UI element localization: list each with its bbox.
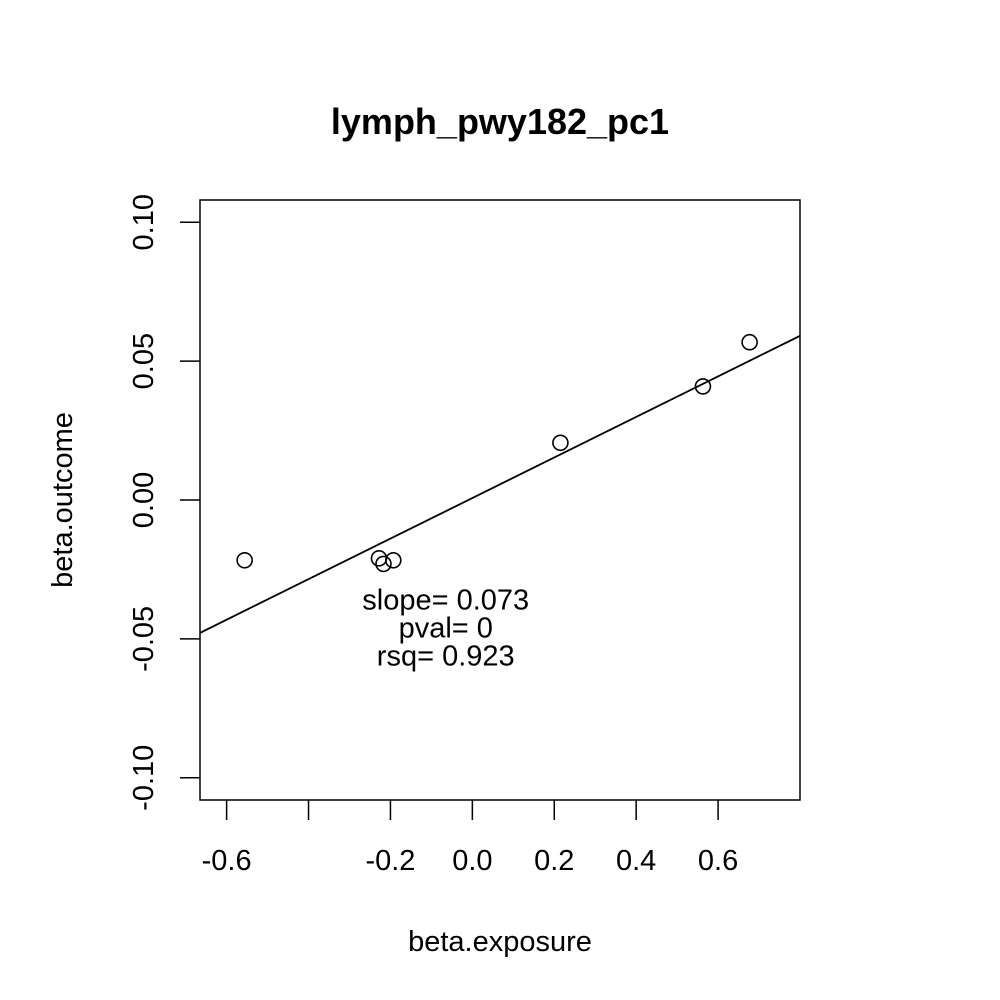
x-axis: -0.6 -0.2 0.0 0.2 0.4 0.6 bbox=[202, 800, 738, 877]
y-tick-label: -0.05 bbox=[128, 606, 160, 672]
chart-title: lymph_pwy182_pc1 bbox=[331, 101, 669, 142]
x-tick-label: 0.4 bbox=[616, 845, 656, 877]
data-point bbox=[236, 551, 253, 569]
x-tick-label: -0.6 bbox=[202, 845, 252, 877]
data-points bbox=[236, 333, 758, 573]
data-point bbox=[741, 333, 758, 351]
data-point bbox=[385, 551, 402, 569]
y-tick-label: 0.10 bbox=[128, 194, 160, 250]
y-tick-label: 0.00 bbox=[128, 472, 160, 528]
y-axis-label: beta.outcome bbox=[47, 412, 79, 588]
data-point bbox=[552, 434, 569, 452]
stat-annotation: pval= 0 bbox=[399, 613, 493, 645]
data-point bbox=[375, 555, 392, 573]
y-tick-label: 0.05 bbox=[128, 333, 160, 389]
stat-annotation: rsq= 0.923 bbox=[377, 641, 515, 673]
data-point bbox=[694, 378, 712, 395]
x-axis-label: beta.exposure bbox=[408, 926, 592, 958]
x-tick-label: 0.0 bbox=[452, 845, 492, 877]
plot-frame bbox=[199, 199, 801, 801]
regression-line bbox=[200, 335, 800, 634]
stat-annotation: slope= 0.073 bbox=[362, 585, 529, 617]
x-tick-label: -0.2 bbox=[365, 845, 415, 877]
x-tick-label: 0.6 bbox=[698, 845, 738, 877]
x-tick-label: 0.2 bbox=[534, 845, 574, 877]
y-axis: -0.10 -0.05 0.00 0.05 0.10 bbox=[128, 194, 200, 811]
y-tick-label: -0.10 bbox=[128, 745, 160, 811]
